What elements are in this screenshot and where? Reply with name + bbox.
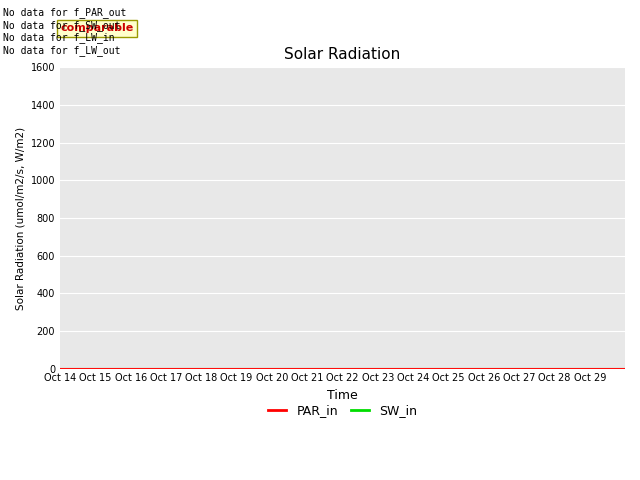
PAR_in <box>364 366 371 372</box>
Title: Solar Radiation: Solar Radiation <box>284 47 401 62</box>
SW_in <box>621 366 629 372</box>
SW_in <box>498 366 506 372</box>
SW_in <box>173 366 181 372</box>
SW_in <box>394 366 402 372</box>
SW_in <box>540 366 548 372</box>
X-axis label: Time: Time <box>327 389 358 402</box>
PAR_in <box>498 366 506 372</box>
Text: No data for f_PAR_out
No data for f_SW_out
No data for f_LW_in
No data for f_LW_: No data for f_PAR_out No data for f_SW_o… <box>3 7 127 56</box>
PAR_in <box>56 366 64 372</box>
SW_in <box>56 366 64 372</box>
PAR_in <box>173 366 181 372</box>
PAR_in <box>621 366 629 372</box>
SW_in <box>525 366 533 372</box>
PAR_in <box>394 366 402 372</box>
Legend: PAR_in, SW_in: PAR_in, SW_in <box>262 399 422 422</box>
PAR_in <box>525 366 533 372</box>
SW_in <box>364 366 371 372</box>
Y-axis label: Solar Radiation (umol/m2/s, W/m2): Solar Radiation (umol/m2/s, W/m2) <box>15 126 25 310</box>
Text: comparable: comparable <box>60 23 133 33</box>
PAR_in <box>540 366 548 372</box>
